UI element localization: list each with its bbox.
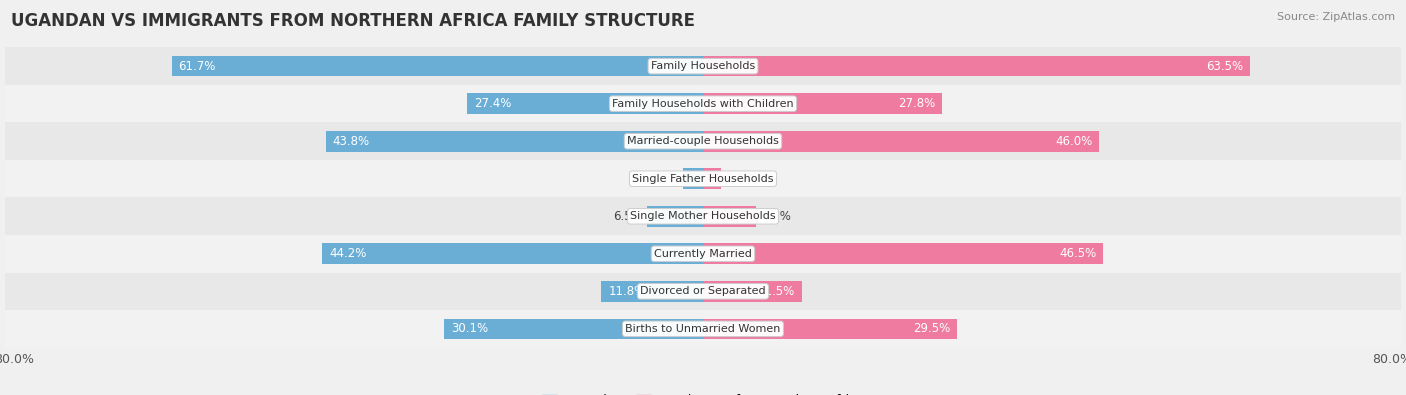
Text: Currently Married: Currently Married — [654, 249, 752, 259]
Text: Family Households: Family Households — [651, 61, 755, 71]
Text: 63.5%: 63.5% — [1206, 60, 1243, 73]
Bar — [444, 318, 703, 339]
Text: 43.8%: 43.8% — [333, 135, 370, 148]
FancyBboxPatch shape — [6, 198, 1400, 235]
Text: 6.5%: 6.5% — [613, 210, 643, 223]
Text: Source: ZipAtlas.com: Source: ZipAtlas.com — [1277, 12, 1395, 22]
FancyBboxPatch shape — [6, 47, 1400, 85]
Text: Divorced or Separated: Divorced or Separated — [640, 286, 766, 296]
Bar — [467, 93, 703, 114]
Text: 27.4%: 27.4% — [474, 97, 512, 110]
Text: Single Mother Households: Single Mother Households — [630, 211, 776, 221]
Text: 6.2%: 6.2% — [761, 210, 790, 223]
FancyBboxPatch shape — [6, 122, 1400, 160]
Text: 11.8%: 11.8% — [609, 285, 645, 298]
Bar — [322, 243, 703, 264]
Text: 11.5%: 11.5% — [758, 285, 796, 298]
Bar — [703, 243, 1104, 264]
Bar — [602, 281, 703, 302]
Text: Family Households with Children: Family Households with Children — [612, 99, 794, 109]
Text: 30.1%: 30.1% — [451, 322, 488, 335]
Bar — [647, 206, 703, 227]
Bar — [683, 168, 703, 189]
FancyBboxPatch shape — [6, 235, 1400, 273]
Text: Births to Unmarried Women: Births to Unmarried Women — [626, 324, 780, 334]
Text: 44.2%: 44.2% — [329, 247, 367, 260]
Text: 2.3%: 2.3% — [650, 172, 679, 185]
FancyBboxPatch shape — [6, 310, 1400, 348]
Text: 2.1%: 2.1% — [725, 172, 755, 185]
Bar — [703, 281, 801, 302]
Text: UGANDAN VS IMMIGRANTS FROM NORTHERN AFRICA FAMILY STRUCTURE: UGANDAN VS IMMIGRANTS FROM NORTHERN AFRI… — [11, 12, 695, 30]
FancyBboxPatch shape — [6, 85, 1400, 122]
Text: Single Father Households: Single Father Households — [633, 174, 773, 184]
Bar — [172, 56, 703, 77]
Bar — [703, 318, 957, 339]
Bar — [703, 56, 1250, 77]
Legend: Ugandan, Immigrants from Northern Africa: Ugandan, Immigrants from Northern Africa — [541, 394, 865, 395]
Bar — [703, 168, 721, 189]
Text: 27.8%: 27.8% — [898, 97, 935, 110]
Text: 29.5%: 29.5% — [912, 322, 950, 335]
FancyBboxPatch shape — [6, 160, 1400, 198]
Bar — [703, 131, 1099, 152]
Bar — [326, 131, 703, 152]
Text: 46.0%: 46.0% — [1054, 135, 1092, 148]
Text: Married-couple Households: Married-couple Households — [627, 136, 779, 146]
Text: 61.7%: 61.7% — [179, 60, 217, 73]
FancyBboxPatch shape — [6, 273, 1400, 310]
Text: 46.5%: 46.5% — [1059, 247, 1097, 260]
Bar — [703, 206, 756, 227]
Bar — [703, 93, 942, 114]
